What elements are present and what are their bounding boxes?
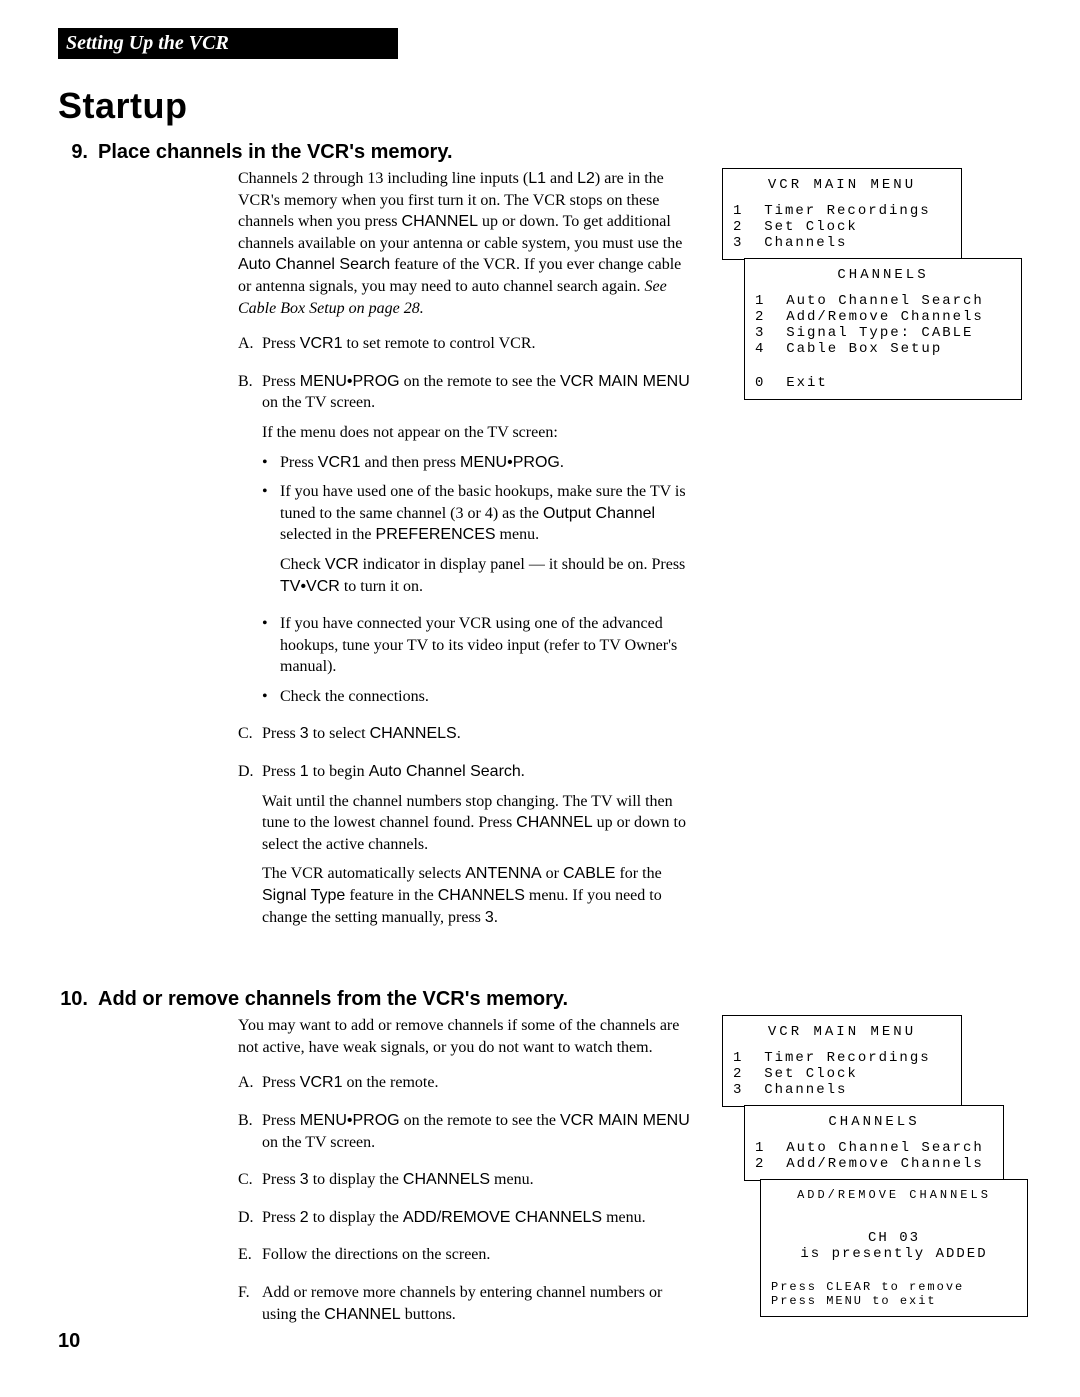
step-number: 10. xyxy=(58,988,88,1011)
section-9-text: Channels 2 through 13 including line inp… xyxy=(238,168,692,944)
section-10-text: You may want to add or remove channels i… xyxy=(238,1015,692,1341)
step-9d: D. Press 1 to begin Auto Channel Search.… xyxy=(238,761,692,936)
section-9-content: Channels 2 through 13 including line inp… xyxy=(58,168,1022,944)
bullet: Press VCR1 and then press MENU•PROG. xyxy=(262,452,692,474)
section-9-intro: Channels 2 through 13 including line inp… xyxy=(238,168,692,319)
page: Setting Up the VCR Startup 9. Place chan… xyxy=(0,0,1080,1397)
step-9a: A. Press VCR1 to set remote to control V… xyxy=(238,333,692,363)
section-9-steps: A. Press VCR1 to set remote to control V… xyxy=(238,333,692,936)
step-10b: B.Press MENU•PROG on the remote to see t… xyxy=(238,1110,692,1161)
step-10e: E.Follow the directions on the screen. xyxy=(238,1244,692,1274)
channels-menu: CHANNELS 1 Auto Channel Search 2 Add/Rem… xyxy=(744,258,1022,400)
add-remove-channels-menu: ADD/REMOVE CHANNELS CH 03 is presently A… xyxy=(760,1179,1028,1317)
channels-menu: CHANNELS 1 Auto Channel Search 2 Add/Rem… xyxy=(744,1105,1004,1181)
step-10d: D.Press 2 to display the ADD/REMOVE CHAN… xyxy=(238,1207,692,1237)
step-9b-bullets: Press VCR1 and then press MENU•PROG. If … xyxy=(262,452,692,708)
section-9-menus: VCR MAIN MENU 1 Timer Recordings 2 Set C… xyxy=(722,168,1022,400)
vcr-main-menu: VCR MAIN MENU 1 Timer Recordings 2 Set C… xyxy=(722,168,962,260)
section-10-intro: You may want to add or remove channels i… xyxy=(238,1015,692,1058)
step-10a: A.Press VCR1 on the remote. xyxy=(238,1072,692,1102)
step-number: 9. xyxy=(58,141,88,164)
step-9c: C. Press 3 to select CHANNELS. xyxy=(238,723,692,753)
bullet: If you have used one of the basic hookup… xyxy=(262,481,692,605)
step-9b: B. Press MENU•PROG on the remote to see … xyxy=(238,371,692,716)
section-10-menus: VCR MAIN MENU 1 Timer Recordings 2 Set C… xyxy=(722,1015,1022,1317)
vcr-main-menu: VCR MAIN MENU 1 Timer Recordings 2 Set C… xyxy=(722,1015,962,1107)
step-9-heading: 9. Place channels in the VCR's memory. xyxy=(58,141,1022,164)
section-10-steps: A.Press VCR1 on the remote. B.Press MENU… xyxy=(238,1072,692,1333)
section-10-content: You may want to add or remove channels i… xyxy=(58,1015,1022,1341)
step-10f: F.Add or remove more channels by enterin… xyxy=(238,1282,692,1333)
page-title: Startup xyxy=(58,85,1022,127)
page-number: 10 xyxy=(58,1330,80,1353)
step-title: Place channels in the VCR's memory. xyxy=(98,141,453,164)
step-title: Add or remove channels from the VCR's me… xyxy=(98,988,568,1011)
bullet: If you have connected your VCR using one… xyxy=(262,613,692,678)
step-10c: C.Press 3 to display the CHANNELS menu. xyxy=(238,1169,692,1199)
step-10-heading: 10. Add or remove channels from the VCR'… xyxy=(58,988,1022,1011)
bullet: Check the connections. xyxy=(262,686,692,708)
section-header: Setting Up the VCR xyxy=(58,28,398,59)
